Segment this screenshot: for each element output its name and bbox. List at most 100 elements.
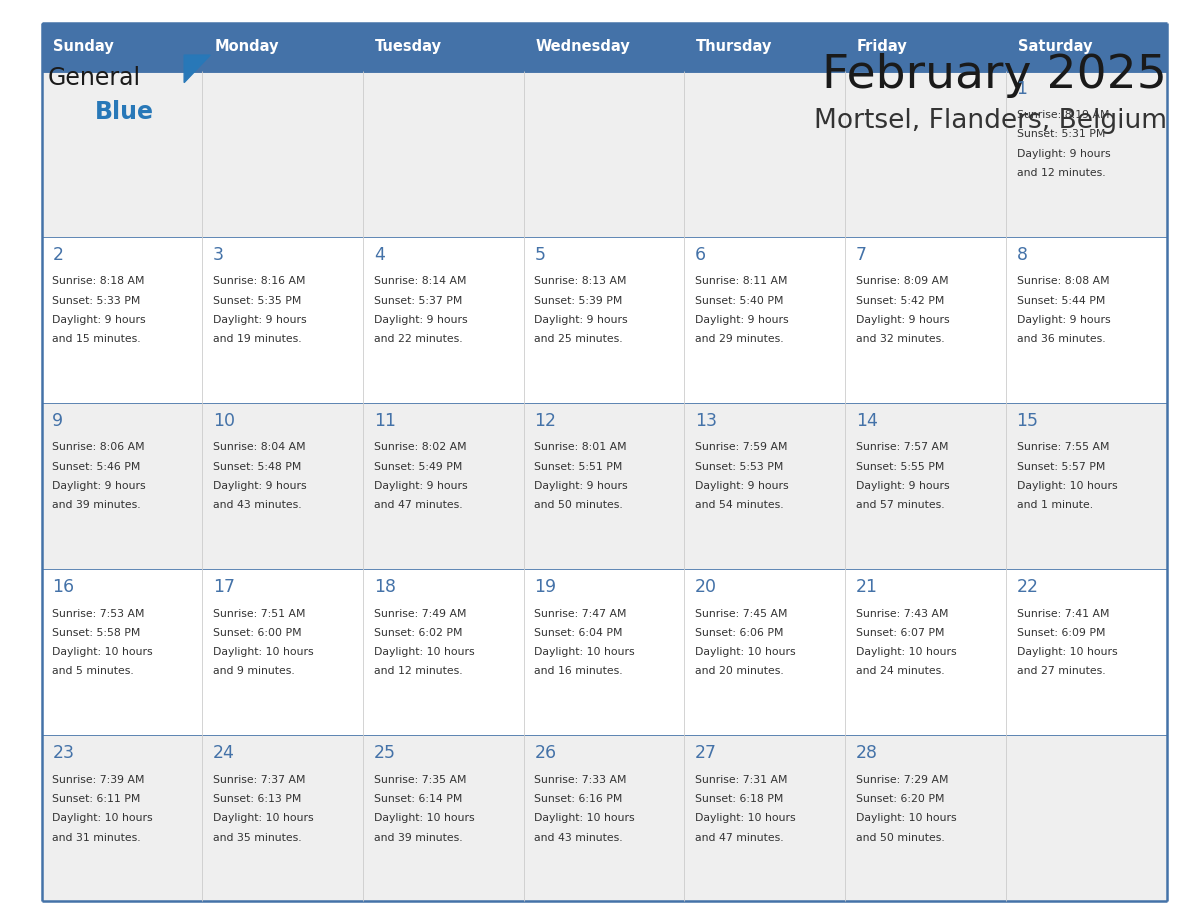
Text: Sunset: 6:09 PM: Sunset: 6:09 PM [1017,628,1105,638]
Text: Sunset: 5:48 PM: Sunset: 5:48 PM [213,462,302,472]
Text: Sunrise: 8:11 AM: Sunrise: 8:11 AM [695,276,788,286]
Text: Daylight: 9 hours: Daylight: 9 hours [855,481,949,491]
Bar [364,23,524,71]
Text: Sunrise: 7:49 AM: Sunrise: 7:49 AM [374,609,466,619]
Text: Daylight: 10 hours: Daylight: 10 hours [855,647,956,657]
Text: and 32 minutes.: and 32 minutes. [855,334,944,344]
Text: 23: 23 [52,744,75,763]
Text: and 35 minutes.: and 35 minutes. [213,833,302,843]
Bar [42,237,1167,403]
Text: Sunrise: 8:02 AM: Sunrise: 8:02 AM [374,442,467,453]
Text: and 39 minutes.: and 39 minutes. [374,833,462,843]
Bar [1006,23,1167,71]
Text: Sunset: 5:37 PM: Sunset: 5:37 PM [374,296,462,306]
Text: Sunday: Sunday [53,39,114,54]
Text: Sunrise: 7:45 AM: Sunrise: 7:45 AM [695,609,788,619]
Text: Sunset: 5:44 PM: Sunset: 5:44 PM [1017,296,1105,306]
Text: 19: 19 [535,578,556,597]
Text: Daylight: 10 hours: Daylight: 10 hours [695,647,796,657]
Text: February 2025: February 2025 [822,52,1167,98]
Text: 9: 9 [52,412,63,431]
Text: Sunset: 5:51 PM: Sunset: 5:51 PM [535,462,623,472]
Text: Blue: Blue [95,100,154,124]
Text: Sunset: 5:57 PM: Sunset: 5:57 PM [1017,462,1105,472]
Text: and 12 minutes.: and 12 minutes. [1017,168,1105,178]
Polygon shape [184,55,210,83]
Text: Sunset: 5:33 PM: Sunset: 5:33 PM [52,296,140,306]
Text: Daylight: 10 hours: Daylight: 10 hours [855,813,956,823]
Text: Mortsel, Flanders, Belgium: Mortsel, Flanders, Belgium [814,108,1167,134]
Text: Daylight: 10 hours: Daylight: 10 hours [213,647,314,657]
Text: and 25 minutes.: and 25 minutes. [535,334,623,344]
Text: 5: 5 [535,246,545,264]
Text: Sunrise: 8:01 AM: Sunrise: 8:01 AM [535,442,627,453]
Text: 25: 25 [374,744,396,763]
Text: Sunrise: 8:13 AM: Sunrise: 8:13 AM [535,276,627,286]
Text: Sunset: 6:02 PM: Sunset: 6:02 PM [374,628,462,638]
Text: Sunrise: 7:39 AM: Sunrise: 7:39 AM [52,775,145,785]
Text: and 29 minutes.: and 29 minutes. [695,334,784,344]
Text: Sunset: 5:42 PM: Sunset: 5:42 PM [855,296,944,306]
Text: Sunrise: 8:14 AM: Sunrise: 8:14 AM [374,276,466,286]
Text: Sunrise: 7:31 AM: Sunrise: 7:31 AM [695,775,788,785]
Text: 26: 26 [535,744,556,763]
Text: and 5 minutes.: and 5 minutes. [52,666,134,677]
Text: Tuesday: Tuesday [375,39,442,54]
Text: Sunrise: 8:06 AM: Sunrise: 8:06 AM [52,442,145,453]
Text: 1: 1 [1017,80,1028,98]
Text: Sunset: 6:00 PM: Sunset: 6:00 PM [213,628,302,638]
Text: Friday: Friday [857,39,908,54]
Text: and 36 minutes.: and 36 minutes. [1017,334,1105,344]
Text: Daylight: 10 hours: Daylight: 10 hours [374,813,474,823]
Text: General: General [48,66,140,90]
Text: 6: 6 [695,246,707,264]
Text: Sunset: 5:35 PM: Sunset: 5:35 PM [213,296,302,306]
Text: Sunrise: 7:53 AM: Sunrise: 7:53 AM [52,609,145,619]
Text: and 57 minutes.: and 57 minutes. [855,500,944,510]
Text: 15: 15 [1017,412,1038,431]
Text: Sunset: 6:06 PM: Sunset: 6:06 PM [695,628,784,638]
Text: Daylight: 9 hours: Daylight: 9 hours [535,315,628,325]
Text: Sunset: 6:11 PM: Sunset: 6:11 PM [52,794,140,804]
Text: Sunset: 6:07 PM: Sunset: 6:07 PM [855,628,944,638]
Text: 2: 2 [52,246,63,264]
Text: Daylight: 10 hours: Daylight: 10 hours [1017,481,1117,491]
Text: Daylight: 10 hours: Daylight: 10 hours [535,647,636,657]
Text: Sunrise: 8:04 AM: Sunrise: 8:04 AM [213,442,305,453]
Text: 24: 24 [213,744,235,763]
Text: Daylight: 9 hours: Daylight: 9 hours [1017,315,1111,325]
Text: Sunrise: 8:09 AM: Sunrise: 8:09 AM [855,276,948,286]
Text: Sunrise: 7:59 AM: Sunrise: 7:59 AM [695,442,788,453]
Text: Sunrise: 7:55 AM: Sunrise: 7:55 AM [1017,442,1110,453]
Text: Sunrise: 7:51 AM: Sunrise: 7:51 AM [213,609,305,619]
Text: Daylight: 9 hours: Daylight: 9 hours [374,315,467,325]
Text: and 1 minute.: and 1 minute. [1017,500,1093,510]
Text: Daylight: 9 hours: Daylight: 9 hours [213,315,307,325]
Text: 4: 4 [374,246,385,264]
Text: 14: 14 [855,412,878,431]
Bar [42,71,1167,237]
Text: Daylight: 10 hours: Daylight: 10 hours [535,813,636,823]
Text: Daylight: 9 hours: Daylight: 9 hours [695,481,789,491]
Text: Sunrise: 7:57 AM: Sunrise: 7:57 AM [855,442,948,453]
Text: Daylight: 9 hours: Daylight: 9 hours [695,315,789,325]
Text: Daylight: 9 hours: Daylight: 9 hours [1017,149,1111,159]
Text: Sunset: 5:55 PM: Sunset: 5:55 PM [855,462,944,472]
Text: 28: 28 [855,744,878,763]
Text: Wednesday: Wednesday [536,39,631,54]
Text: and 24 minutes.: and 24 minutes. [855,666,944,677]
Text: Daylight: 10 hours: Daylight: 10 hours [374,647,474,657]
Bar [202,23,364,71]
Text: and 43 minutes.: and 43 minutes. [535,833,623,843]
Text: and 19 minutes.: and 19 minutes. [213,334,302,344]
Text: Sunrise: 7:37 AM: Sunrise: 7:37 AM [213,775,305,785]
Bar [845,23,1006,71]
Text: 11: 11 [374,412,396,431]
Text: Daylight: 9 hours: Daylight: 9 hours [213,481,307,491]
Text: Sunset: 5:46 PM: Sunset: 5:46 PM [52,462,140,472]
Text: and 9 minutes.: and 9 minutes. [213,666,295,677]
Text: and 54 minutes.: and 54 minutes. [695,500,784,510]
Text: Sunrise: 7:47 AM: Sunrise: 7:47 AM [535,609,627,619]
Text: 18: 18 [374,578,396,597]
Text: 10: 10 [213,412,235,431]
